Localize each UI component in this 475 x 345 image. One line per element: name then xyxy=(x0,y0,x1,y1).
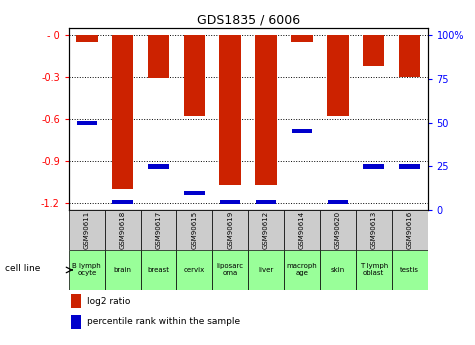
Bar xyxy=(284,210,320,250)
Text: GSM90612: GSM90612 xyxy=(263,211,269,249)
Text: GSM90619: GSM90619 xyxy=(227,211,233,249)
Text: GSM90618: GSM90618 xyxy=(120,211,126,249)
Bar xyxy=(212,210,248,250)
Text: macroph
age: macroph age xyxy=(286,264,317,276)
Bar xyxy=(184,34,205,116)
Bar xyxy=(292,129,312,134)
Text: log2 ratio: log2 ratio xyxy=(87,297,130,306)
Bar xyxy=(76,34,97,42)
Bar xyxy=(327,34,349,116)
Bar xyxy=(248,210,284,250)
Text: brain: brain xyxy=(114,267,132,273)
Bar xyxy=(177,210,212,250)
Bar xyxy=(399,34,420,77)
Bar xyxy=(69,250,105,290)
Text: cell line: cell line xyxy=(5,264,40,273)
Bar xyxy=(356,250,392,290)
Bar xyxy=(105,210,141,250)
Bar xyxy=(363,34,384,66)
Bar xyxy=(248,250,284,290)
Bar xyxy=(320,210,356,250)
Bar xyxy=(256,200,276,204)
Bar xyxy=(184,191,205,195)
Text: GSM90617: GSM90617 xyxy=(155,211,162,249)
Text: testis: testis xyxy=(400,267,419,273)
Text: B lymph
ocyte: B lymph ocyte xyxy=(72,264,101,276)
Text: T lymph
oblast: T lymph oblast xyxy=(360,264,388,276)
Text: liver: liver xyxy=(258,267,274,273)
Bar xyxy=(69,210,105,250)
Text: GSM90614: GSM90614 xyxy=(299,211,305,249)
Text: GSM90620: GSM90620 xyxy=(335,211,341,249)
Text: breast: breast xyxy=(148,267,170,273)
Bar xyxy=(399,165,420,168)
Bar xyxy=(284,250,320,290)
Bar xyxy=(148,165,169,168)
Bar xyxy=(148,34,169,78)
Bar xyxy=(328,200,348,204)
Text: liposarc
oma: liposarc oma xyxy=(217,264,244,276)
Text: GSM90613: GSM90613 xyxy=(370,211,377,249)
Bar xyxy=(320,250,356,290)
Text: GSM90611: GSM90611 xyxy=(84,211,90,249)
Bar xyxy=(256,34,277,185)
Bar xyxy=(219,34,241,185)
Bar xyxy=(291,34,313,42)
Bar xyxy=(392,250,428,290)
Bar xyxy=(141,250,177,290)
Bar xyxy=(212,250,248,290)
Bar xyxy=(363,165,384,168)
Bar xyxy=(177,250,212,290)
Bar xyxy=(220,200,240,204)
Text: skin: skin xyxy=(331,267,345,273)
Text: cervix: cervix xyxy=(184,267,205,273)
Bar xyxy=(71,294,81,308)
Bar xyxy=(113,200,133,204)
Bar xyxy=(71,315,81,329)
Bar xyxy=(112,34,133,189)
Text: GSM90616: GSM90616 xyxy=(407,211,413,249)
Bar xyxy=(76,120,97,125)
Bar xyxy=(356,210,392,250)
Title: GDS1835 / 6006: GDS1835 / 6006 xyxy=(197,13,300,27)
Text: percentile rank within the sample: percentile rank within the sample xyxy=(87,317,240,326)
Text: GSM90615: GSM90615 xyxy=(191,211,198,249)
Bar xyxy=(392,210,428,250)
Bar xyxy=(105,250,141,290)
Bar xyxy=(141,210,177,250)
